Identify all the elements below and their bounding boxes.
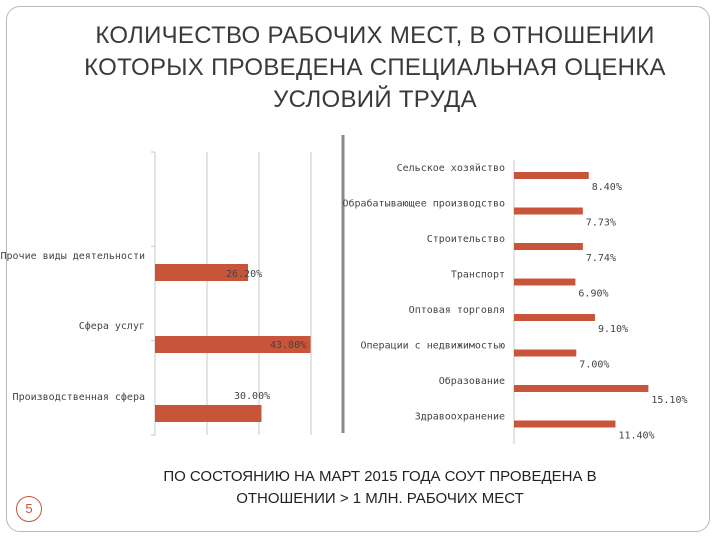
right-value-label: 15.10% xyxy=(651,395,687,406)
title-line-1: КОЛИЧЕСТВО РАБОЧИХ МЕСТ, В ОТНОШЕНИИ xyxy=(95,22,655,49)
right-bar-chart: Сельское хозяйство 8.40% Обрабатывающее пр… xyxy=(342,160,688,444)
title-line-2: КОТОРЫХ ПРОВЕДЕНА СПЕЦИАЛЬНАЯ ОЦЕНКА xyxy=(84,54,666,81)
right-value-label: 11.40% xyxy=(618,431,654,442)
right-bar xyxy=(514,385,649,392)
right-category-label: Обрабатывающее производство xyxy=(342,198,505,210)
right-bar xyxy=(514,349,577,357)
right-bar xyxy=(514,420,616,428)
page-number-badge: 5 xyxy=(16,496,42,522)
left-category-label: Сфера услуг xyxy=(79,320,145,332)
right-value-label: 9.10% xyxy=(598,324,628,335)
right-category-label: Сельское хозяйство xyxy=(397,162,505,174)
right-category-label: Образование xyxy=(439,375,505,387)
left-category-label: Производственная сфера xyxy=(13,391,145,403)
right-bar xyxy=(514,172,589,179)
footer-line-2: ОТНОШЕНИИ > 1 МЛН. РАБОЧИХ МЕСТ xyxy=(236,490,524,507)
left-value-label: 30.00% xyxy=(234,391,270,402)
left-value-label: 43.80% xyxy=(270,340,306,351)
right-value-label: 8.40% xyxy=(592,182,622,193)
left-bar-chart: Прочие виды деятельности 26.20% Сфера услу… xyxy=(1,151,312,436)
left-category-label: Прочие виды деятельности xyxy=(1,251,146,262)
right-bar xyxy=(514,243,583,250)
right-bar xyxy=(514,207,583,215)
slide-title: КОЛИЧЕСТВО РАБОЧИХ МЕСТ, В ОТНОШЕНИИ КОТ… xyxy=(60,20,690,116)
right-bar xyxy=(514,278,576,286)
footer-line-1: ПО СОСТОЯНИЮ НА МАРТ 2015 ГОДА СОУТ ПРОВ… xyxy=(163,468,597,485)
right-category-label: Операции с недвижимостью xyxy=(361,341,506,352)
left-value-label: 26.20% xyxy=(226,269,262,280)
right-category-label: Транспорт xyxy=(451,270,505,281)
right-category-label: Здравоохранение xyxy=(415,412,505,423)
right-value-label: 7.00% xyxy=(579,360,609,371)
right-category-label: Оптовая торговля xyxy=(409,305,505,316)
slide-frame xyxy=(6,6,710,532)
right-category-label: Строительство xyxy=(427,234,505,245)
right-value-label: 6.90% xyxy=(578,289,608,300)
right-bar xyxy=(514,314,595,321)
left-bar xyxy=(155,336,311,353)
left-bar xyxy=(155,264,249,281)
left-bar xyxy=(155,405,262,422)
right-value-label: 7.73% xyxy=(586,218,616,229)
title-line-3: УСЛОВИЙ ТРУДА xyxy=(273,86,477,113)
footer-note: ПО СОСТОЯНИЮ НА МАРТ 2015 ГОДА СОУТ ПРОВ… xyxy=(120,466,640,510)
right-value-label: 7.74% xyxy=(586,253,616,264)
